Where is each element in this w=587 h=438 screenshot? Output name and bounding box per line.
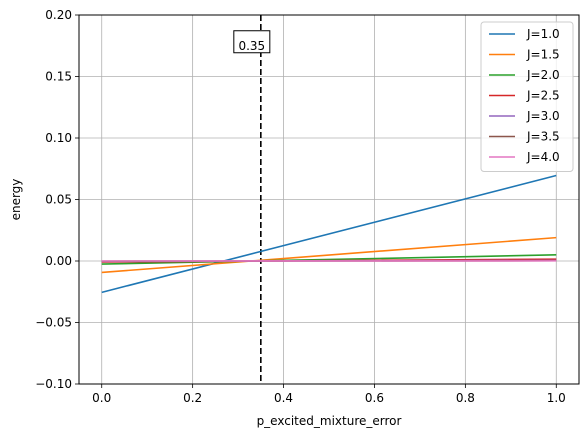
annotation-frame (233, 30, 271, 54)
x-tick-label: 1.0 (547, 391, 566, 405)
y-tick-label: 0.10 (45, 131, 72, 145)
x-tick-label: 0.6 (365, 391, 384, 405)
legend-entry-label: J=3.5 (526, 130, 560, 144)
y-tick-label: 0.20 (45, 8, 72, 22)
legend-entry-label: J=1.5 (526, 48, 560, 62)
legend-entry-label: J=2.0 (526, 68, 560, 82)
x-tick-label: 0.4 (274, 391, 293, 405)
series-line (101, 174, 557, 294)
legend-frame (480, 21, 574, 172)
annotation-box: 0.35 (233, 30, 271, 54)
y-tick-label: 0.15 (45, 70, 72, 84)
series-line (101, 254, 557, 265)
annotation-text: 0.35 (238, 39, 265, 53)
y-tick-label: 0.00 (45, 254, 72, 268)
x-axis-label: p_excited_mixture_error (257, 414, 402, 428)
y-tick-label: −0.10 (35, 377, 72, 391)
x-axis-ticks: 0.0 0.2 0.4 0.6 0.8 1.0 (92, 384, 566, 405)
legend-entry-label: J=2.5 (526, 89, 560, 103)
legend-entry-label: J=4.0 (526, 150, 560, 164)
y-axis-ticks: −0.10 −0.05 0.00 0.05 0.10 0.15 0.20 (35, 8, 79, 391)
legend: J=1.0 J=1.5 J=2.0 J=2.5 J=3.0 J=3.5 J=4.0 (480, 21, 574, 172)
x-tick-label: 0.8 (456, 391, 475, 405)
x-tick-label: 0.0 (92, 391, 111, 405)
y-tick-label: 0.05 (45, 193, 72, 207)
series-line (101, 236, 557, 274)
legend-entry-label: J=1.0 (526, 27, 560, 41)
x-tick-label: 0.2 (183, 391, 202, 405)
y-tick-label: −0.05 (35, 316, 72, 330)
series-lines (101, 174, 557, 294)
y-axis-label: energy (9, 179, 23, 221)
legend-entry-label: J=3.0 (526, 109, 560, 123)
